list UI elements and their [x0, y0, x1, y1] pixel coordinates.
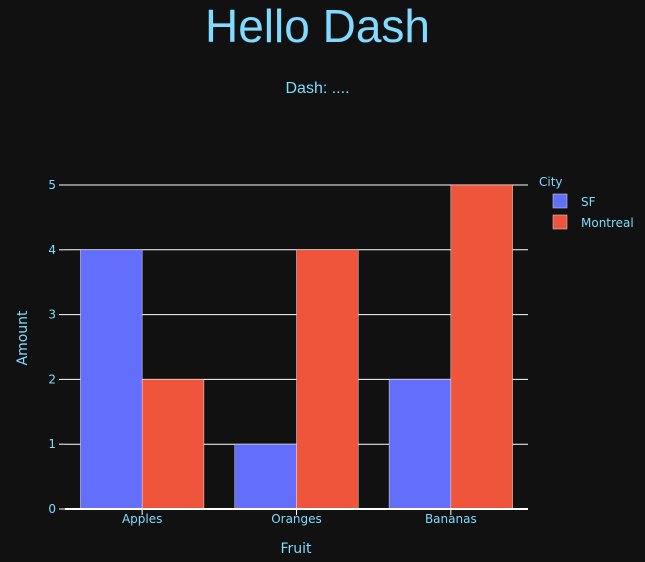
legend-swatch: [552, 193, 568, 209]
bar-montreal-oranges: [296, 249, 359, 510]
y-axis-title: Amount: [15, 310, 31, 366]
legend-items: SF Montreal: [552, 193, 634, 230]
page-title: Hello Dash: [205, 0, 430, 52]
x-tick-label: Apples: [122, 512, 162, 526]
y-tick-label: 0: [48, 502, 56, 516]
legend-title: City: [539, 175, 563, 189]
legend-label: Montreal: [581, 216, 634, 230]
y-tick-label: 5: [48, 178, 56, 192]
bar-montreal-apples: [141, 379, 205, 510]
y-tick-label: 2: [48, 372, 56, 386]
bars: [80, 184, 513, 510]
y-tick-label: 4: [48, 243, 56, 257]
bar-sf-oranges: [234, 443, 297, 510]
legend[interactable]: City SF Montreal: [539, 175, 634, 230]
legend-label: SF: [581, 195, 596, 209]
y-tick-label: 1: [48, 437, 56, 451]
bar-sf-bananas: [388, 379, 452, 510]
x-axis-title: Fruit: [280, 541, 312, 557]
x-tick-label: Oranges: [271, 512, 322, 526]
x-tick-label: Bananas: [425, 512, 477, 526]
bar-sf-apples: [80, 249, 143, 510]
y-tick-label: 3: [48, 308, 56, 322]
axes: 0 1 2 3 4 5 Apples Oranges Bananas: [48, 178, 528, 526]
legend-swatch: [552, 214, 568, 230]
bar-montreal-bananas: [450, 184, 513, 510]
page-subtitle: Dash: ....: [285, 80, 350, 97]
